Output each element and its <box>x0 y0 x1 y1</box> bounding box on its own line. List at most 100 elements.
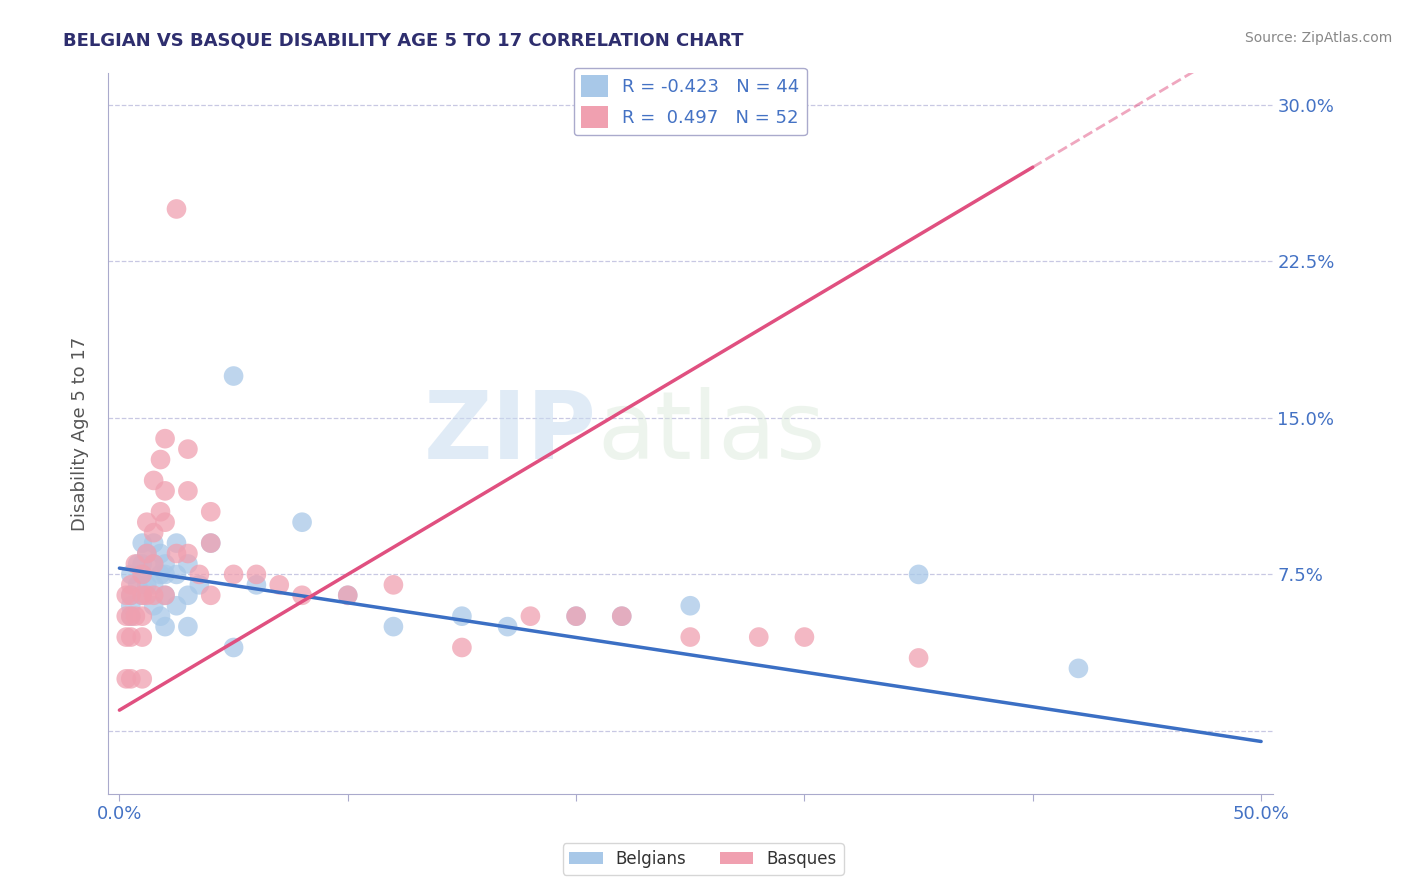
Point <box>177 619 200 633</box>
Point <box>149 567 172 582</box>
Text: BELGIAN VS BASQUE DISABILITY AGE 5 TO 17 CORRELATION CHART: BELGIAN VS BASQUE DISABILITY AGE 5 TO 17… <box>63 31 744 49</box>
Point <box>907 651 929 665</box>
Point <box>131 557 153 571</box>
Point <box>142 536 165 550</box>
Point <box>336 588 359 602</box>
Point <box>153 557 176 571</box>
Point <box>135 515 157 529</box>
Point <box>135 547 157 561</box>
Point <box>177 557 200 571</box>
Point <box>200 536 222 550</box>
Point <box>131 588 153 602</box>
Point <box>610 609 633 624</box>
Point <box>120 609 142 624</box>
Point <box>200 536 222 550</box>
Point <box>131 588 153 602</box>
Point <box>382 578 405 592</box>
Text: Source: ZipAtlas.com: Source: ZipAtlas.com <box>1244 31 1392 45</box>
Point <box>153 567 176 582</box>
Point <box>188 578 211 592</box>
Point <box>166 547 188 561</box>
Point <box>907 567 929 582</box>
Point <box>200 588 222 602</box>
Text: atlas: atlas <box>598 387 825 480</box>
Point <box>153 588 176 602</box>
Point <box>166 536 188 550</box>
Point <box>131 630 153 644</box>
Point <box>153 515 176 529</box>
Point <box>153 588 176 602</box>
Point <box>565 609 588 624</box>
Point <box>153 432 176 446</box>
Point <box>177 547 200 561</box>
Legend: R = -0.423   N = 44, R =  0.497   N = 52: R = -0.423 N = 44, R = 0.497 N = 52 <box>574 68 807 136</box>
Point <box>519 609 541 624</box>
Point <box>610 609 633 624</box>
Point <box>166 599 188 613</box>
Point <box>131 567 153 582</box>
Point <box>120 672 142 686</box>
Point <box>115 630 138 644</box>
Point <box>131 609 153 624</box>
Point <box>245 578 267 592</box>
Point <box>124 557 146 571</box>
Point <box>135 588 157 602</box>
Point <box>496 619 519 633</box>
Point <box>222 567 245 582</box>
Point <box>679 630 702 644</box>
Point <box>336 588 359 602</box>
Point <box>127 557 149 571</box>
Y-axis label: Disability Age 5 to 17: Disability Age 5 to 17 <box>72 336 89 531</box>
Point <box>177 588 200 602</box>
Point <box>120 588 142 602</box>
Point <box>120 609 142 624</box>
Point <box>748 630 770 644</box>
Point <box>177 442 200 456</box>
Point <box>451 609 474 624</box>
Point <box>135 547 157 561</box>
Point <box>120 630 142 644</box>
Point <box>115 609 138 624</box>
Point <box>222 369 245 384</box>
Point <box>142 599 165 613</box>
Point <box>131 536 153 550</box>
Point <box>291 588 314 602</box>
Point <box>382 619 405 633</box>
Point <box>120 578 142 592</box>
Point <box>135 578 157 592</box>
Point <box>142 525 165 540</box>
Point <box>153 483 176 498</box>
Point <box>120 567 142 582</box>
Point <box>131 567 153 582</box>
Point <box>131 672 153 686</box>
Text: ZIP: ZIP <box>425 387 598 480</box>
Point <box>269 578 291 592</box>
Point <box>177 483 200 498</box>
Point <box>166 567 188 582</box>
Point <box>793 630 815 644</box>
Point <box>149 609 172 624</box>
Point <box>291 515 314 529</box>
Point <box>149 505 172 519</box>
Point <box>142 557 165 571</box>
Point <box>124 609 146 624</box>
Point <box>679 599 702 613</box>
Point <box>565 609 588 624</box>
Point <box>142 474 165 488</box>
Point <box>149 547 172 561</box>
Point <box>120 599 142 613</box>
Legend: Belgians, Basques: Belgians, Basques <box>562 844 844 875</box>
Point <box>120 588 142 602</box>
Point <box>142 578 165 592</box>
Point <box>1067 661 1090 675</box>
Point <box>149 452 172 467</box>
Point <box>451 640 474 655</box>
Point <box>153 619 176 633</box>
Point <box>142 557 165 571</box>
Point <box>222 640 245 655</box>
Point <box>127 578 149 592</box>
Point <box>142 588 165 602</box>
Point <box>115 672 138 686</box>
Point <box>245 567 267 582</box>
Point <box>200 505 222 519</box>
